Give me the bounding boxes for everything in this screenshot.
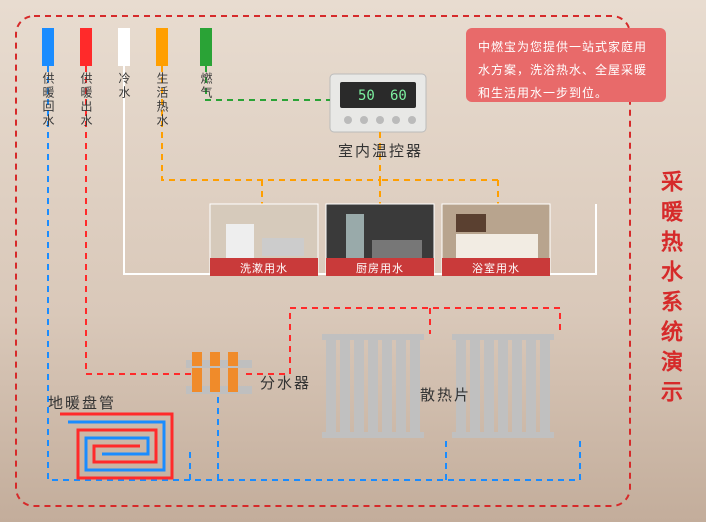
thermostat: 50 60 xyxy=(330,74,426,132)
diagram-canvas: 50 60 xyxy=(0,0,706,522)
thermostat-reading-1: 50 xyxy=(358,88,375,104)
floor-coil xyxy=(60,414,172,478)
thermostat-reading-2: 60 xyxy=(390,88,407,104)
radiator-2 xyxy=(452,334,554,438)
radiator-1 xyxy=(322,334,424,438)
water-use-panels xyxy=(210,204,550,276)
legend xyxy=(42,28,212,66)
pipe-gas xyxy=(206,66,330,100)
description-box xyxy=(466,28,666,102)
manifold xyxy=(186,352,252,394)
